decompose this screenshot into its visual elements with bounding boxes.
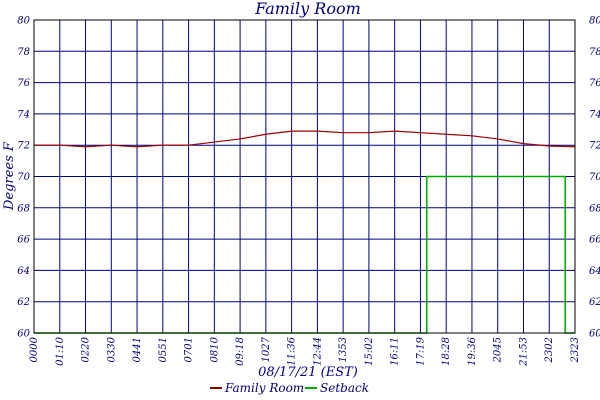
y-tick-label-right: 60 [589, 329, 600, 340]
y-tick-label-left: 64 [17, 266, 30, 277]
x-tick-label: 2302 [544, 337, 555, 363]
x-tick-label: 0000 [29, 336, 40, 362]
x-tick-label: 15:02 [364, 337, 375, 366]
y-tick-label-right: 68 [589, 203, 600, 214]
y-tick-label-right: 70 [589, 172, 600, 183]
y-tick-label-right: 64 [589, 266, 600, 277]
y-tick-label-left: 62 [17, 297, 30, 308]
y-axis-label: Degrees F [2, 141, 17, 211]
x-tick-label: 11:36 [287, 336, 298, 365]
x-tick-label: 1027 [261, 336, 272, 362]
y-tick-labels-right: 60 62 64 66 68 70 72 74 76 78 80 [589, 16, 600, 340]
x-tick-label: 0220 [81, 336, 92, 362]
y-tick-label-right: 78 [589, 47, 600, 58]
x-tick-label: 2045 [493, 337, 504, 363]
y-tick-label-right: 62 [589, 297, 600, 308]
y-tick-label-left: 60 [17, 329, 30, 340]
y-tick-label-right: 66 [589, 235, 600, 246]
y-tick-label-left: 80 [17, 16, 30, 27]
y-tick-label-left: 76 [17, 78, 30, 89]
x-tick-label: 1353 [338, 337, 349, 362]
y-tick-label-left: 74 [17, 109, 30, 120]
y-tick-label-right: 80 [589, 16, 600, 27]
x-tick-labels: 0000 01:10 0220 0330 0441 0551 0701 0810 09:18 10… [29, 336, 581, 366]
series-layer [34, 130, 576, 334]
y-tick-label-left: 68 [17, 203, 30, 214]
y-tick-label-right: 72 [589, 141, 600, 152]
y-tick-label-right: 74 [589, 109, 600, 120]
plot-frame [33, 19, 576, 334]
legend: Family Room Setback [210, 381, 369, 395]
x-tick-label: 12:44 [312, 337, 323, 366]
legend-label: Family Room [224, 381, 304, 395]
x-tick-label: 0810 [209, 336, 220, 362]
x-axis-label: 08/17/21 (EST) [258, 365, 358, 380]
x-tick-label: 19:36 [467, 336, 478, 365]
y-tick-label-right: 76 [589, 78, 600, 89]
x-tick-label: 2323 [570, 337, 581, 363]
x-tick-label: 0551 [158, 337, 169, 362]
y-tick-label-left: 70 [17, 172, 30, 183]
chart-title: Family Room [254, 0, 361, 18]
series-line-setback [34, 175, 575, 334]
y-tick-label-left: 78 [17, 47, 30, 58]
x-tick-label: 17:19 [415, 336, 426, 365]
y-tick-labels-left: 60 62 64 66 68 70 72 74 76 78 80 [17, 16, 30, 340]
legend-label: Setback [320, 381, 369, 395]
x-tick-label: 0701 [184, 337, 195, 362]
y-tick-label-left: 72 [17, 141, 30, 152]
x-tick-label: 0441 [132, 337, 143, 362]
x-tick-label: 16:11 [390, 337, 401, 366]
x-tick-label: 01:10 [55, 336, 66, 365]
x-tick-label: 18:28 [441, 337, 452, 366]
x-tick-label: 09:18 [235, 337, 246, 366]
x-tick-label: 0330 [106, 336, 117, 362]
x-tick-label: 21:53 [518, 337, 529, 367]
y-tick-label-left: 66 [17, 235, 30, 246]
series-line-family-room [34, 130, 576, 148]
